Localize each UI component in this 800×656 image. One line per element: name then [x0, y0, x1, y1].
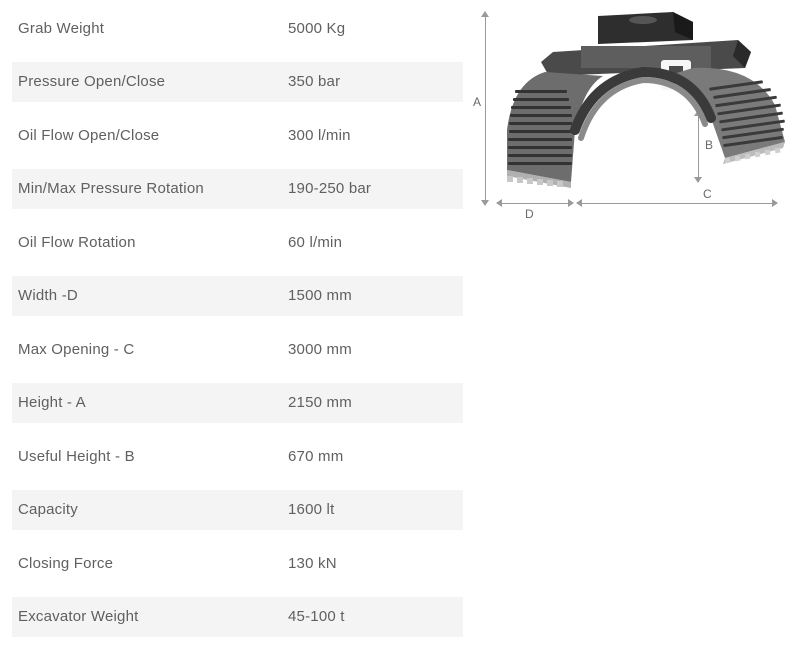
arrow-head	[481, 11, 489, 17]
spec-label: Width -D	[18, 287, 288, 304]
diagram-column: A D C B	[463, 8, 788, 648]
row-gap	[12, 316, 463, 330]
spec-row: Closing Force130 kN	[12, 543, 463, 583]
spec-label: Capacity	[18, 501, 288, 518]
spec-label: Excavator Weight	[18, 608, 288, 625]
spec-label: Useful Height - B	[18, 448, 288, 465]
spec-label: Oil Flow Open/Close	[18, 127, 288, 144]
spec-sheet: Grab Weight5000 Kg Pressure Open/Close350…	[0, 0, 800, 656]
grab-illustration	[493, 10, 793, 210]
spec-row: Min/Max Pressure Rotation190-250 bar	[12, 169, 463, 209]
spec-value: 2150 mm	[288, 394, 352, 411]
row-gap	[12, 102, 463, 116]
spec-label: Max Opening - C	[18, 341, 288, 358]
spec-row: Capacity1600 lt	[12, 490, 463, 530]
spec-value: 45-100 t	[288, 608, 345, 625]
spec-row: Excavator Weight45-100 t	[12, 597, 463, 637]
spec-row: Oil Flow Rotation60 l/min	[12, 222, 463, 262]
arrow-head	[481, 200, 489, 206]
row-gap	[12, 369, 463, 383]
spec-row: Max Opening - C3000 mm	[12, 329, 463, 369]
spec-value: 1500 mm	[288, 287, 352, 304]
grab-diagram: A D C B	[483, 10, 788, 215]
row-gap	[12, 155, 463, 169]
spec-row: Oil Flow Open/Close300 l/min	[12, 115, 463, 155]
row-gap	[12, 48, 463, 62]
spec-table: Grab Weight5000 Kg Pressure Open/Close350…	[12, 8, 463, 648]
dim-arrow-a	[485, 16, 486, 201]
spec-row: Width -D1500 mm	[12, 276, 463, 316]
row-gap	[12, 530, 463, 544]
spec-row: Useful Height - B670 mm	[12, 436, 463, 476]
spec-label: Oil Flow Rotation	[18, 234, 288, 251]
spec-label: Min/Max Pressure Rotation	[18, 180, 288, 197]
spec-label: Grab Weight	[18, 20, 288, 37]
spec-label: Height - A	[18, 394, 288, 411]
spec-value: 130 kN	[288, 555, 337, 572]
spec-value: 1600 lt	[288, 501, 334, 518]
spec-label: Closing Force	[18, 555, 288, 572]
spec-value: 5000 Kg	[288, 20, 345, 37]
spec-value: 3000 mm	[288, 341, 352, 358]
spec-row: Grab Weight5000 Kg	[12, 8, 463, 48]
spec-value: 300 l/min	[288, 127, 351, 144]
spec-value: 190-250 bar	[288, 180, 371, 197]
spec-row: Height - A2150 mm	[12, 383, 463, 423]
row-gap	[12, 476, 463, 490]
spec-row: Pressure Open/Close350 bar	[12, 62, 463, 102]
row-gap	[12, 262, 463, 276]
spec-value: 350 bar	[288, 73, 340, 90]
row-gap	[12, 423, 463, 437]
spec-label: Pressure Open/Close	[18, 73, 288, 90]
row-gap	[12, 209, 463, 223]
spec-value: 670 mm	[288, 448, 343, 465]
spec-value: 60 l/min	[288, 234, 342, 251]
row-gap	[12, 583, 463, 597]
dim-label-a: A	[473, 95, 481, 109]
